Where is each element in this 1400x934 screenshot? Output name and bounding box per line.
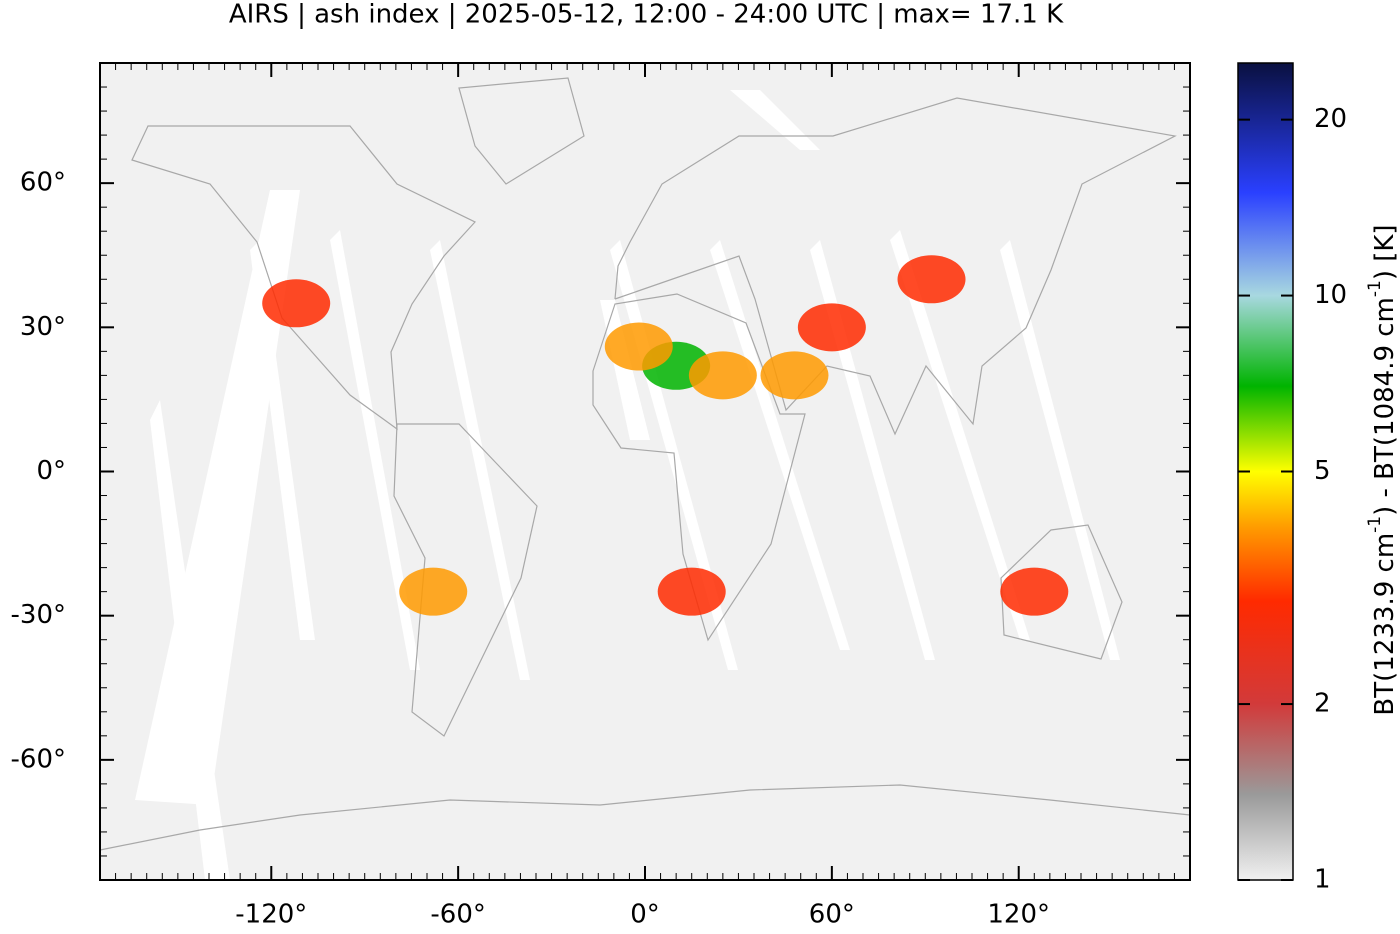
ash-hotspot (1000, 567, 1069, 616)
ash-hotspot (604, 322, 673, 371)
ash-hotspot (688, 351, 757, 400)
ash-hotspot (760, 351, 829, 400)
colorbar-tick-label: 20 (1314, 104, 1347, 134)
y-tick-label: -30° (11, 600, 66, 630)
colorbar-label-part: -1 (1365, 280, 1385, 297)
x-tick-label: -120° (235, 900, 307, 930)
colorbar-label: BT(1233.9 cm-1) - BT(1084.9 cm-1) [K] (1365, 224, 1400, 715)
ash-hotspot (897, 255, 966, 304)
ash-hotspot (262, 279, 331, 328)
x-tick-label: 60° (809, 900, 855, 930)
y-tick-label: 60° (20, 168, 66, 198)
colorbar-label-part: -1 (1365, 516, 1385, 533)
colorbar-label-part: ) - BT(1084.9 cm (1370, 297, 1400, 516)
x-tick-label: -60° (430, 900, 485, 930)
colorbar-tick-label: 2 (1314, 689, 1331, 719)
ash-hotspot (399, 567, 468, 616)
y-tick-label: 30° (20, 312, 66, 342)
colorbar-tick-label: 10 (1314, 280, 1347, 310)
ash-hotspot (797, 303, 866, 352)
colorbar-label-part: ) [K] (1370, 224, 1400, 280)
map-background (100, 63, 1190, 880)
colorbar-tick-label: 1 (1314, 865, 1331, 895)
y-tick-label: -60° (11, 744, 66, 774)
x-tick-label: 0° (630, 900, 660, 930)
chart-title: AIRS | ash index | 2025-05-12, 12:00 - 2… (229, 0, 1064, 30)
x-tick-label: 120° (987, 900, 1050, 930)
colorbar-label-part: BT(1233.9 cm (1370, 533, 1400, 716)
colorbar-tick-label: 5 (1314, 456, 1331, 486)
ash-hotspot (657, 567, 726, 616)
y-tick-label: 0° (36, 456, 66, 486)
